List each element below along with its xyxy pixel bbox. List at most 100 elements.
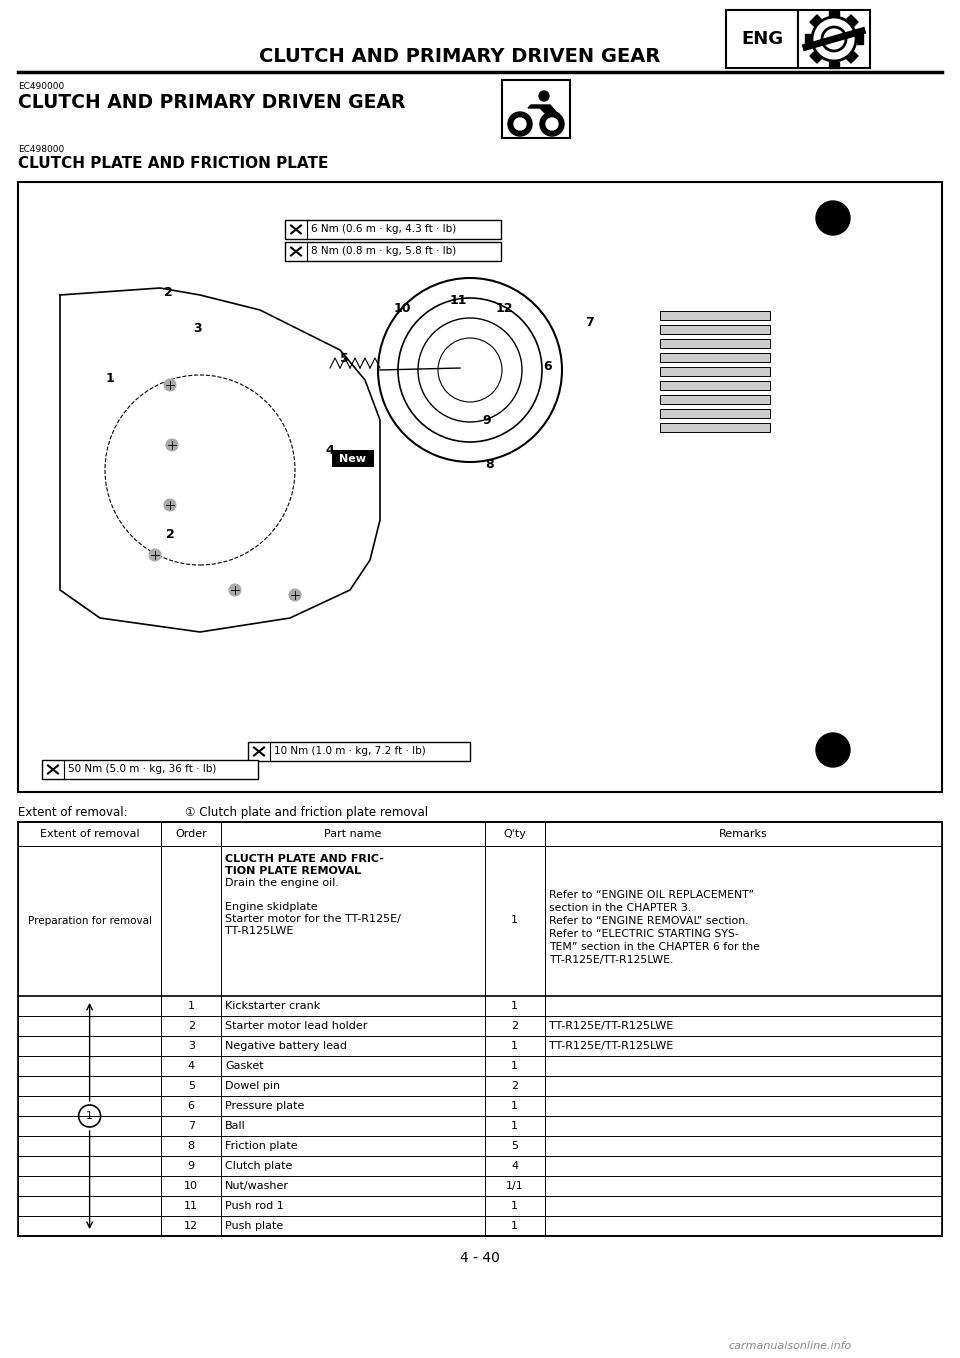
Text: 5: 5 xyxy=(188,1081,195,1090)
Circle shape xyxy=(816,201,850,235)
Text: 3: 3 xyxy=(194,322,203,334)
Text: 10: 10 xyxy=(184,1181,199,1191)
Bar xyxy=(810,15,821,26)
Bar xyxy=(805,34,811,43)
Text: 1: 1 xyxy=(511,915,518,925)
Text: Nut/washer: Nut/washer xyxy=(226,1181,289,1191)
Circle shape xyxy=(164,379,176,391)
Bar xyxy=(660,367,770,376)
Text: Starter motor for the TT-R125E/: Starter motor for the TT-R125E/ xyxy=(226,914,401,923)
Text: 50 Nm (5.0 m · kg, 36 ft · lb): 50 Nm (5.0 m · kg, 36 ft · lb) xyxy=(68,765,216,774)
Text: 4: 4 xyxy=(511,1161,518,1171)
Circle shape xyxy=(289,589,301,602)
Text: 6 Nm (0.6 m · kg, 4.3 ft · lb): 6 Nm (0.6 m · kg, 4.3 ft · lb) xyxy=(311,224,456,235)
Circle shape xyxy=(514,118,526,130)
Text: Push rod 1: Push rod 1 xyxy=(226,1200,284,1211)
Bar xyxy=(810,52,821,62)
Text: TT-R125E/TT-R125LWE: TT-R125E/TT-R125LWE xyxy=(549,1021,673,1031)
Text: TION PLATE REMOVAL: TION PLATE REMOVAL xyxy=(226,866,361,876)
Text: 5: 5 xyxy=(511,1141,518,1152)
Text: Starter motor lead holder: Starter motor lead holder xyxy=(226,1021,368,1031)
Bar xyxy=(829,62,839,68)
Text: 1: 1 xyxy=(86,1111,93,1120)
Text: 2: 2 xyxy=(166,528,175,542)
Text: E: E xyxy=(828,210,838,225)
Text: 8: 8 xyxy=(188,1141,195,1152)
Text: Remarks: Remarks xyxy=(719,828,768,839)
Polygon shape xyxy=(350,240,720,520)
Text: CLUTCH AND PRIMARY DRIVEN GEAR: CLUTCH AND PRIMARY DRIVEN GEAR xyxy=(259,46,660,65)
Text: 1: 1 xyxy=(511,1061,518,1071)
Text: 1: 1 xyxy=(511,1221,518,1230)
Circle shape xyxy=(540,111,564,136)
Text: 1: 1 xyxy=(511,1042,518,1051)
Bar xyxy=(660,409,770,418)
Text: 5: 5 xyxy=(340,352,348,364)
Bar xyxy=(660,340,770,348)
Text: 7: 7 xyxy=(188,1120,195,1131)
Circle shape xyxy=(508,111,532,136)
Text: Refer to “ELECTRIC STARTING SYS-: Refer to “ELECTRIC STARTING SYS- xyxy=(549,929,738,938)
Text: Refer to “ENGINE REMOVAL” section.: Refer to “ENGINE REMOVAL” section. xyxy=(549,917,748,926)
Bar xyxy=(332,449,374,467)
Text: TT-R125E/TT-R125LWE: TT-R125E/TT-R125LWE xyxy=(549,1042,673,1051)
Text: 10 Nm (1.0 m · kg, 7.2 ft · lb): 10 Nm (1.0 m · kg, 7.2 ft · lb) xyxy=(274,747,425,756)
Text: ENG: ENG xyxy=(741,30,783,48)
Text: EC498000: EC498000 xyxy=(18,145,64,153)
Text: 6: 6 xyxy=(543,360,552,373)
Text: EC490000: EC490000 xyxy=(18,81,64,91)
Text: ① Clutch plate and friction plate removal: ① Clutch plate and friction plate remova… xyxy=(185,807,428,819)
Text: 9: 9 xyxy=(483,413,492,426)
Text: Friction plate: Friction plate xyxy=(226,1141,298,1152)
Bar xyxy=(18,182,942,792)
Circle shape xyxy=(546,118,558,130)
Text: 1: 1 xyxy=(511,1120,518,1131)
Bar xyxy=(829,10,839,16)
Text: 1: 1 xyxy=(511,1001,518,1010)
Text: 7: 7 xyxy=(586,315,594,329)
Text: Ball: Ball xyxy=(226,1120,246,1131)
Text: 6: 6 xyxy=(188,1101,195,1111)
Text: Extent of removal: Extent of removal xyxy=(39,828,139,839)
Text: Dowel pin: Dowel pin xyxy=(226,1081,280,1090)
Text: 4: 4 xyxy=(188,1061,195,1071)
Bar xyxy=(847,15,858,26)
Text: 1: 1 xyxy=(511,1200,518,1211)
Text: 2: 2 xyxy=(511,1021,518,1031)
Text: Push plate: Push plate xyxy=(226,1221,283,1230)
Text: 4: 4 xyxy=(325,444,334,456)
Text: 10: 10 xyxy=(394,301,411,315)
Polygon shape xyxy=(60,288,380,631)
Circle shape xyxy=(149,549,161,561)
Text: Negative battery lead: Negative battery lead xyxy=(226,1042,348,1051)
Text: Drain the engine oil.: Drain the engine oil. xyxy=(226,879,339,888)
Text: Extent of removal:: Extent of removal: xyxy=(18,807,128,819)
Text: 2: 2 xyxy=(511,1081,518,1090)
Text: 1: 1 xyxy=(106,372,114,384)
Bar xyxy=(847,52,858,62)
Bar xyxy=(726,10,798,68)
Text: 1: 1 xyxy=(188,1001,195,1010)
Bar xyxy=(660,395,770,403)
Text: Engine skidplate: Engine skidplate xyxy=(226,902,318,913)
Text: 12: 12 xyxy=(495,301,513,315)
Bar xyxy=(857,34,863,43)
Bar xyxy=(248,741,470,760)
Text: TT-R125E/TT-R125LWE.: TT-R125E/TT-R125LWE. xyxy=(549,955,673,966)
Bar xyxy=(660,382,770,390)
Text: CLUCTH PLATE AND FRIC-: CLUCTH PLATE AND FRIC- xyxy=(226,854,384,864)
Text: CLUTCH PLATE AND FRICTION PLATE: CLUTCH PLATE AND FRICTION PLATE xyxy=(18,156,328,171)
Text: Kickstarter crank: Kickstarter crank xyxy=(226,1001,321,1010)
Text: 11: 11 xyxy=(184,1200,199,1211)
Bar xyxy=(502,80,570,139)
Text: 3: 3 xyxy=(188,1042,195,1051)
Text: 4 - 40: 4 - 40 xyxy=(460,1251,500,1266)
Text: Q'ty: Q'ty xyxy=(503,828,526,839)
Text: 8 Nm (0.8 m · kg, 5.8 ft · lb): 8 Nm (0.8 m · kg, 5.8 ft · lb) xyxy=(311,247,456,257)
Bar xyxy=(660,311,770,320)
Bar xyxy=(660,353,770,363)
Text: TEM” section in the CHAPTER 6 for the: TEM” section in the CHAPTER 6 for the xyxy=(549,942,759,952)
Text: Refer to “ENGINE OIL REPLACEMENT”: Refer to “ENGINE OIL REPLACEMENT” xyxy=(549,889,754,900)
Text: Clutch plate: Clutch plate xyxy=(226,1161,293,1171)
Text: section in the CHAPTER 3.: section in the CHAPTER 3. xyxy=(549,903,691,913)
